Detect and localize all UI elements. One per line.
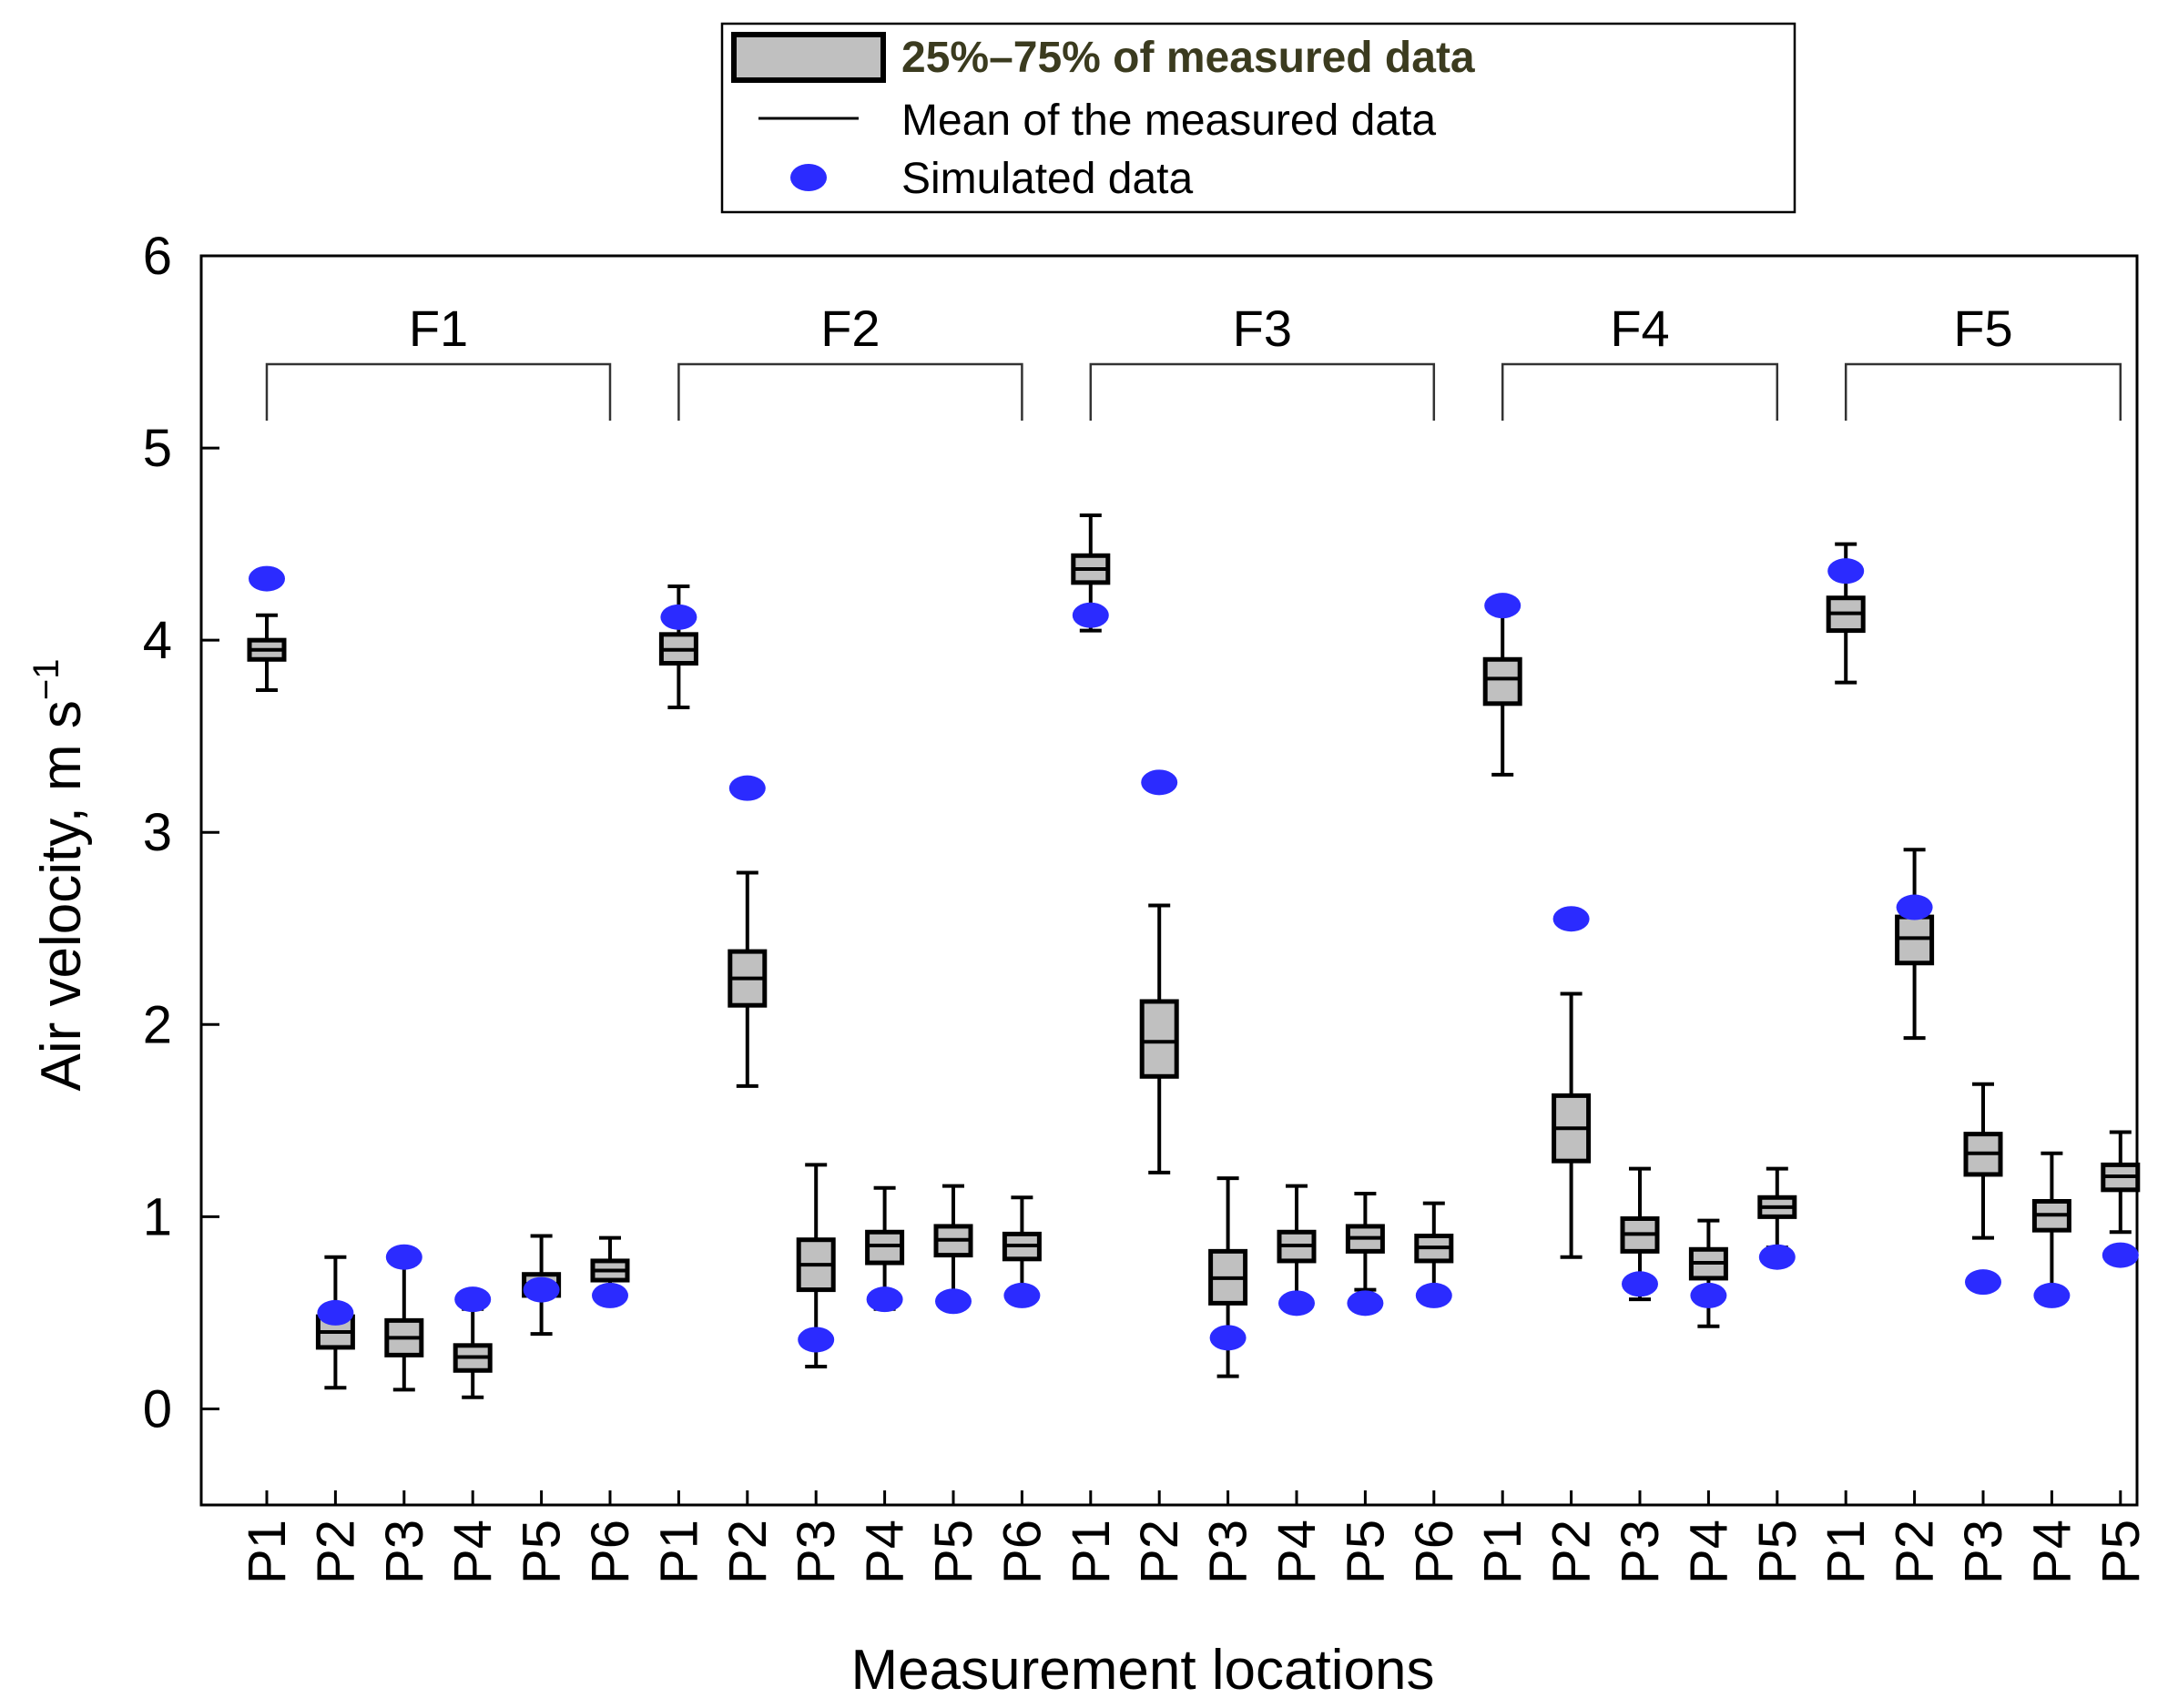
group-bracket	[1089, 362, 1436, 421]
legend: 25%–75% of measured data Mean of the mea…	[720, 22, 1796, 214]
x-tick-label: P3	[1611, 1520, 1670, 1584]
x-tick-label: P5	[1748, 1520, 1807, 1584]
x-tick-label: P1	[649, 1520, 708, 1584]
simulated-point	[2102, 1242, 2139, 1268]
simulated-point	[317, 1299, 354, 1326]
legend-mean-label: Mean of the measured data	[901, 97, 1436, 145]
simulated-point	[249, 565, 285, 592]
legend-box-swatch	[731, 32, 886, 83]
plot-frame	[199, 254, 2139, 1507]
x-tick-label: P4	[1679, 1520, 1738, 1584]
y-tick-label: 1	[143, 1187, 172, 1246]
y-tick-label: 3	[143, 803, 172, 862]
x-tick-label: P5	[2091, 1520, 2151, 1584]
x-tick-label: P6	[1405, 1520, 1464, 1584]
x-tick-label: P4	[856, 1520, 915, 1584]
x-tick-label: P4	[2022, 1520, 2081, 1584]
legend-sim-label: Simulated data	[901, 155, 1194, 203]
x-axis-ticks: P1 P2 P3 P4 P5 P6 P1 P2 P3 P4 P5 P6 P1 P2 P3 P4 P5 P6 P1 P2…	[238, 1490, 2151, 1584]
x-tick-label: P5	[924, 1520, 983, 1584]
y-tick-label: 2	[143, 995, 172, 1054]
simulated-point	[1415, 1282, 1452, 1308]
group-label: F4	[1610, 300, 1669, 357]
legend-frame	[720, 22, 1796, 214]
simulated-point	[866, 1286, 903, 1313]
y-tick-label: 0	[143, 1379, 172, 1439]
group-bracket	[1501, 362, 1779, 421]
x-tick-label: P5	[1336, 1520, 1395, 1584]
simulated-point	[1347, 1290, 1384, 1317]
simulated-point	[935, 1288, 972, 1315]
simulated-point	[1552, 906, 1590, 932]
iqr-box	[1895, 914, 1935, 966]
x-tick-label: P2	[1542, 1520, 1602, 1584]
simulated-point	[592, 1282, 628, 1308]
y-tick-label: 6	[143, 227, 172, 286]
simulated-point	[1690, 1282, 1727, 1308]
group-label: F5	[1953, 300, 2012, 357]
x-tick-label: P2	[1886, 1520, 1945, 1584]
legend-sim-marker	[790, 164, 827, 191]
svg-text:Air velocity, m s−1: Air velocity, m s−1	[26, 658, 93, 1091]
x-tick-label: P1	[238, 1520, 297, 1584]
simulated-point	[728, 775, 766, 801]
x-tick-label: P6	[581, 1520, 640, 1584]
simulated-point	[1622, 1271, 1658, 1297]
y-axis-title: Air velocity, m s−1	[26, 658, 93, 1091]
x-tick-label: P1	[1062, 1520, 1121, 1584]
group-bracket	[1844, 362, 2122, 421]
x-axis-title: Measurement locations	[851, 1639, 1435, 1702]
x-tick-label: P3	[375, 1520, 434, 1584]
simulated-point	[660, 604, 697, 630]
y-axis-ticks: 0 1 2 3 4 5 6	[143, 227, 219, 1439]
simulated-point	[2033, 1282, 2071, 1308]
x-tick-label: P2	[1130, 1520, 1189, 1584]
x-tick-label: P3	[1199, 1520, 1258, 1584]
simulated-point	[798, 1327, 835, 1353]
simulated-point	[385, 1244, 422, 1270]
iqr-box	[1482, 656, 1522, 707]
simulated-point	[1827, 558, 1865, 585]
x-tick-label: P2	[306, 1520, 365, 1584]
simulated-point	[454, 1286, 492, 1313]
simulated-point	[1896, 894, 1933, 920]
simulated-point	[1484, 593, 1522, 619]
y-axis-title-text: Air velocity, m s	[30, 700, 93, 1091]
simulated-point	[1758, 1244, 1796, 1270]
iqr-box	[1139, 999, 1179, 1079]
box-series	[247, 513, 2141, 1399]
group-label: F2	[820, 300, 880, 357]
x-tick-label: P4	[443, 1520, 503, 1584]
x-tick-label: P1	[1473, 1520, 1532, 1584]
x-tick-label: P3	[1954, 1520, 2013, 1584]
simulated-point	[523, 1276, 560, 1303]
simulated-point	[1003, 1282, 1041, 1308]
legend-box-label: 25%–75% of measured data	[901, 34, 1475, 82]
simulated-point	[1278, 1290, 1315, 1317]
x-tick-label: P3	[787, 1520, 846, 1584]
iqr-box	[865, 1229, 905, 1266]
x-tick-label: P1	[1817, 1520, 1876, 1584]
group-bracket	[677, 362, 1023, 421]
simulated-point	[1141, 769, 1178, 796]
x-tick-label: P5	[513, 1520, 572, 1584]
y-tick-label: 4	[143, 611, 172, 670]
simulated-point	[1209, 1325, 1247, 1351]
simulated-point	[1965, 1269, 2001, 1296]
group-brackets: F1 F2 F3 F4 F5	[265, 300, 2122, 421]
simulated-point	[1072, 602, 1109, 628]
group-label: F1	[409, 300, 468, 357]
x-tick-label: P2	[718, 1520, 778, 1584]
group-label: F3	[1233, 300, 1292, 357]
x-tick-label: P6	[992, 1520, 1052, 1584]
group-bracket	[265, 362, 612, 421]
y-axis-title-sup: −1	[26, 658, 66, 700]
y-tick-label: 5	[143, 419, 172, 478]
x-tick-label: P4	[1267, 1520, 1327, 1584]
